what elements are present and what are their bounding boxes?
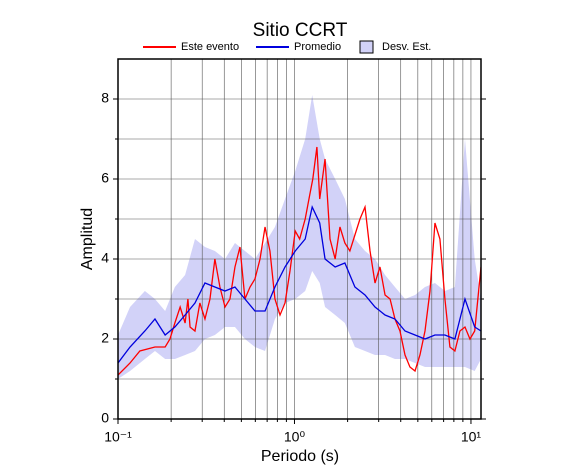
y-tick-label: 6 [101, 170, 109, 186]
y-tick-label: 0 [101, 410, 109, 426]
y-tick-label: 4 [101, 250, 109, 266]
chart-title: Sitio CCRT [253, 20, 348, 41]
y-axis-label: Amplitud [79, 208, 96, 270]
x-tick-label: 10⁻¹ [104, 429, 132, 445]
series-line [118, 204, 481, 364]
x-tick-label: 10¹ [461, 429, 482, 445]
y-tick-label: 8 [101, 90, 109, 106]
legend-label: Desv. Est. [382, 41, 431, 53]
series-line [118, 146, 481, 376]
legend-label: Promedio [294, 41, 341, 53]
legend-swatch [359, 40, 374, 54]
plot-frame [117, 58, 482, 420]
y-tick-label: 2 [101, 330, 109, 346]
std-band [118, 95, 481, 379]
x-axis-label: Periodo (s) [261, 448, 339, 465]
x-tick-label: 10⁰ [284, 429, 306, 445]
legend-label: Este evento [181, 41, 239, 53]
